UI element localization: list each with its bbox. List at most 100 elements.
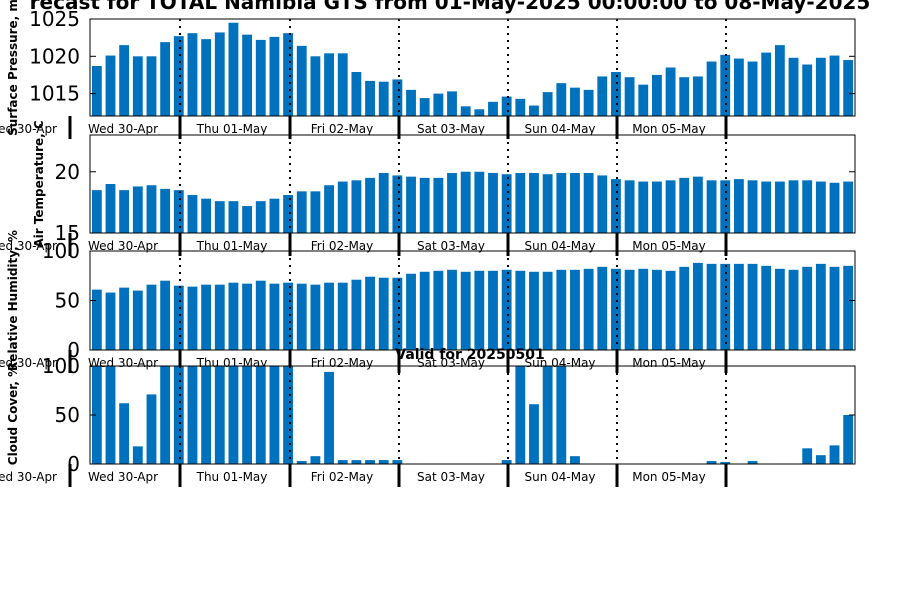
bar — [774, 45, 785, 117]
bar — [310, 191, 321, 233]
bar — [556, 269, 567, 350]
bar — [132, 186, 143, 233]
bar — [146, 394, 157, 464]
bar — [283, 33, 293, 116]
bar — [105, 55, 116, 116]
bar — [201, 39, 212, 116]
bar — [501, 174, 512, 233]
bar — [351, 180, 362, 233]
bar — [419, 177, 430, 234]
bar — [665, 270, 676, 350]
bar — [269, 366, 280, 464]
bar — [815, 263, 826, 350]
axes-frame — [89, 18, 856, 117]
bar — [378, 81, 389, 116]
bar — [638, 181, 649, 233]
bar — [447, 172, 457, 233]
xtick-label-clipped: Wed 30-Apr — [0, 356, 57, 370]
bar — [173, 366, 184, 464]
bar — [228, 282, 239, 350]
bar — [433, 177, 444, 234]
bar — [337, 53, 348, 116]
bar — [706, 180, 717, 233]
xtick-label: Fri 02-May — [311, 470, 374, 484]
bar — [255, 366, 266, 464]
bar — [829, 55, 840, 116]
chart-panels: 1015 1020 1025 Wed 30-Apr Thu 01-May Fri 02-M… — [0, 0, 856, 487]
bar — [433, 270, 444, 350]
bar — [488, 101, 498, 116]
bar — [774, 268, 785, 350]
bar — [720, 54, 731, 116]
bar — [611, 268, 621, 350]
bar — [679, 77, 690, 116]
bar — [815, 455, 826, 464]
bar — [228, 201, 239, 233]
bar — [774, 181, 785, 233]
xtick-label: Sat 03-May — [417, 470, 485, 484]
bar — [296, 461, 307, 464]
bar — [255, 201, 266, 233]
bar — [733, 58, 744, 116]
bar — [365, 460, 375, 464]
bar — [242, 283, 253, 350]
bar — [556, 172, 567, 233]
bar — [406, 176, 416, 233]
bar — [515, 366, 526, 464]
bar — [214, 201, 225, 233]
bar — [378, 277, 389, 350]
ytick-label: 100 — [42, 354, 80, 378]
bar — [679, 177, 690, 234]
bar — [706, 61, 717, 116]
bar — [556, 366, 567, 464]
ylabel: Cloud Cover, % — [6, 365, 20, 465]
xtick-label-clipped: Wed 30-Apr — [0, 122, 57, 136]
bar — [419, 271, 430, 350]
bar — [570, 87, 580, 116]
bar — [146, 56, 157, 116]
bar — [201, 284, 212, 350]
bar — [788, 57, 799, 116]
ytick-label: 15 — [55, 221, 80, 245]
bar — [214, 32, 225, 116]
panel-title: Valid for 20250501 — [395, 347, 544, 363]
bar — [720, 462, 731, 464]
bar — [815, 57, 826, 116]
ytick-label: 50 — [55, 289, 80, 313]
bar — [542, 366, 553, 464]
bar — [337, 181, 348, 233]
bar — [146, 284, 157, 350]
bar — [652, 74, 662, 116]
bar — [597, 266, 608, 350]
bar — [324, 185, 334, 233]
bar — [843, 181, 854, 233]
bar — [488, 270, 498, 350]
bar — [242, 34, 253, 116]
bar — [843, 60, 854, 116]
bar — [583, 172, 594, 233]
bar — [611, 179, 621, 233]
bar — [160, 42, 171, 116]
bar — [529, 105, 539, 116]
bar — [829, 266, 840, 350]
bar — [351, 279, 362, 350]
bar — [692, 262, 703, 350]
bar — [570, 269, 580, 350]
bar — [488, 172, 498, 233]
bar — [597, 175, 608, 233]
xtick-label: Wed 30-Apr — [88, 122, 158, 136]
xtick-label: Thu 01-May — [196, 122, 268, 136]
bar — [570, 456, 580, 464]
bar — [119, 403, 130, 464]
bar — [583, 89, 594, 116]
bar — [419, 98, 430, 116]
bar — [324, 53, 334, 116]
bar — [542, 174, 553, 233]
bar — [255, 280, 266, 350]
bar — [351, 71, 362, 116]
bar — [829, 182, 840, 233]
bar — [310, 56, 321, 116]
bar — [91, 66, 102, 116]
bar — [802, 64, 813, 116]
